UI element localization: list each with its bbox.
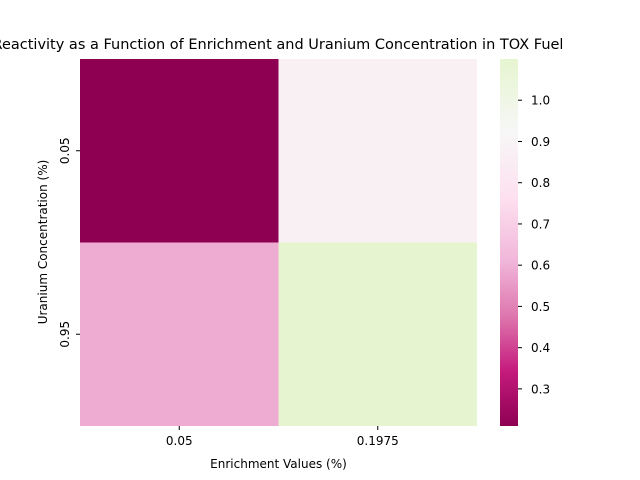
x-tick-label: 0.05 (166, 434, 193, 448)
colorbar-tick-label: 0.5 (531, 300, 550, 314)
colorbar: 0.3 0.4 0.5 0.6 0.7 0.8 0.9 1.0 (500, 59, 550, 426)
colorbar-tick-label: 0.6 (531, 259, 550, 273)
heatmap-cell (80, 59, 279, 243)
colorbar-tick-label: 0.7 (531, 217, 550, 231)
y-tick-label: 0.95 (58, 321, 72, 348)
colorbar-bar (500, 59, 518, 426)
colorbar-tick-label: 0.4 (531, 341, 550, 355)
colorbar-ticks: 0.3 0.4 0.5 0.6 0.7 0.8 0.9 1.0 (518, 94, 550, 396)
y-axis: 0.05 0.95 Uranium Concentration (%) (36, 137, 80, 348)
colorbar-tick-label: 0.8 (531, 176, 550, 190)
y-axis-label: Uranium Concentration (%) (36, 160, 50, 325)
colorbar-tick-label: 0.3 (531, 382, 550, 396)
colorbar-tick-label: 1.0 (531, 94, 550, 108)
heatmap-cells (80, 59, 477, 426)
y-tick-label: 0.05 (58, 137, 72, 164)
colorbar-tick-label: 0.9 (531, 135, 550, 149)
x-tick-label: 0.1975 (357, 434, 399, 448)
heatmap-cell (278, 242, 477, 426)
x-axis: 0.05 0.1975 Enrichment Values (%) (166, 426, 399, 471)
x-axis-label: Enrichment Values (%) (210, 457, 347, 471)
chart-title: Reactivity as a Function of Enrichment a… (0, 37, 563, 53)
heatmap-cell (278, 59, 477, 243)
heatmap-cell (80, 242, 279, 426)
